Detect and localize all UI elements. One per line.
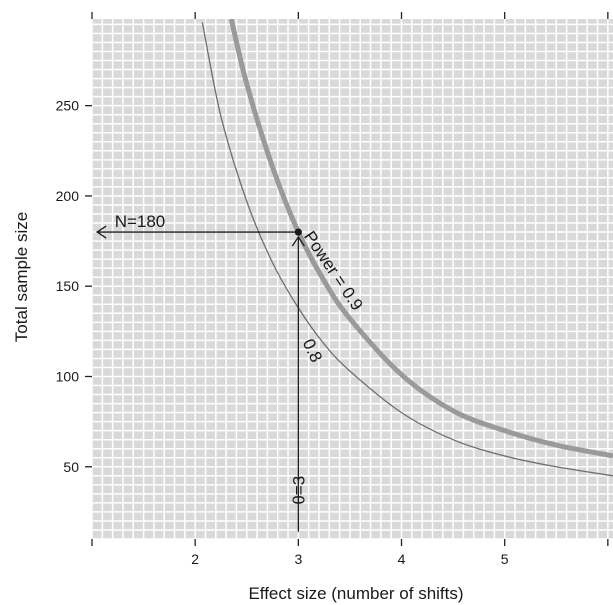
series-line-power-0-8 [201, 22, 613, 477]
n-arrow-head [95, 225, 107, 239]
axes: 2 3 4 5 50 100 150 200 250 [56, 12, 609, 567]
x-tick-label: 5 [501, 551, 509, 567]
x-tick-label: 2 [191, 551, 199, 567]
annotation-n-180: N=180 [115, 212, 166, 231]
theta-arrow-head [291, 235, 305, 247]
y-tick-label: 100 [56, 369, 80, 385]
x-tick-label: 3 [294, 551, 302, 567]
series-line-power-0-9 [228, 19, 613, 459]
highlight-point [294, 228, 302, 236]
y-axis-title: Total sample size [12, 212, 31, 342]
y-tick-label: 200 [56, 188, 80, 204]
series-lines [201, 19, 613, 477]
x-axis-title: Effect size (number of shifts) [248, 584, 463, 603]
y-tick-label: 150 [56, 278, 80, 294]
y-tick-label: 50 [63, 459, 79, 475]
x-tick-label: 4 [398, 551, 406, 567]
y-tick-label: 250 [56, 98, 80, 114]
annotation-theta-3: θ=3 [289, 476, 308, 505]
